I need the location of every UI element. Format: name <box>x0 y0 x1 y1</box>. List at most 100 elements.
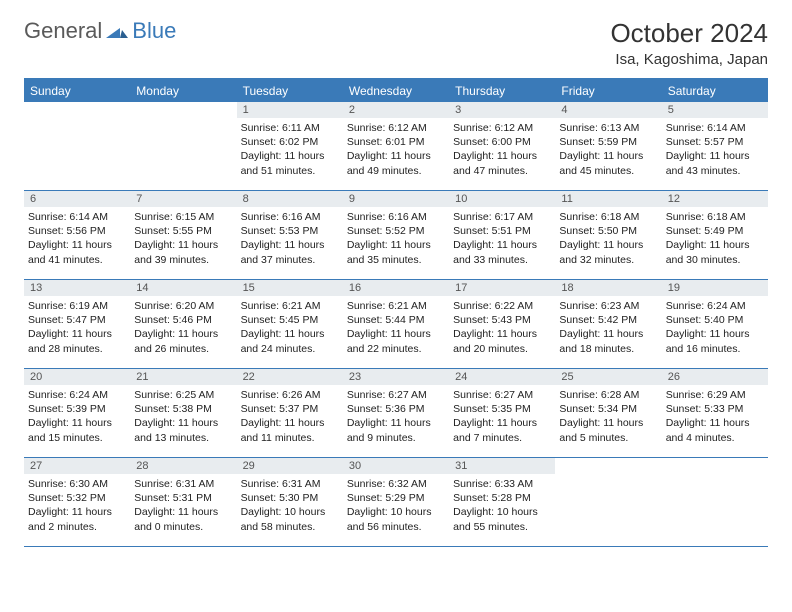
daylight-line: and 13 minutes. <box>134 431 232 445</box>
daylight-line: and 11 minutes. <box>241 431 339 445</box>
day-number: 25 <box>555 369 661 385</box>
daylight-line: Daylight: 11 hours <box>28 505 126 519</box>
daylight-line: Daylight: 11 hours <box>453 416 551 430</box>
sunrise-line: Sunrise: 6:16 AM <box>347 210 445 224</box>
logo-mark-icon <box>106 18 128 44</box>
sunrise-line: Sunrise: 6:31 AM <box>134 477 232 491</box>
brand-logo: General Blue <box>24 18 176 44</box>
sunset-line: Sunset: 6:01 PM <box>347 135 445 149</box>
sunset-line: Sunset: 5:29 PM <box>347 491 445 505</box>
sunrise-line: Sunrise: 6:12 AM <box>453 121 551 135</box>
sunset-line: Sunset: 5:38 PM <box>134 402 232 416</box>
daylight-line: Daylight: 11 hours <box>559 416 657 430</box>
calendar-cell: 11Sunrise: 6:18 AMSunset: 5:50 PMDayligh… <box>555 191 661 279</box>
daylight-line: Daylight: 11 hours <box>241 238 339 252</box>
calendar-cell: 6 Sunrise: 6:14 AMSunset: 5:56 PMDaylight… <box>24 191 130 279</box>
calendar-cell-empty <box>662 458 768 546</box>
daylight-line: Daylight: 11 hours <box>559 238 657 252</box>
day-header: Thursday <box>449 80 555 102</box>
day-header: Wednesday <box>343 80 449 102</box>
day-number: 23 <box>343 369 449 385</box>
day-number: 9 <box>343 191 449 207</box>
day-number: 15 <box>237 280 343 296</box>
daylight-line: Daylight: 11 hours <box>666 149 764 163</box>
daylight-line: and 0 minutes. <box>134 520 232 534</box>
daylight-line: and 18 minutes. <box>559 342 657 356</box>
sunrise-line: Sunrise: 6:23 AM <box>559 299 657 313</box>
sunset-line: Sunset: 5:28 PM <box>453 491 551 505</box>
calendar-cell: 4Sunrise: 6:13 AMSunset: 5:59 PMDaylight… <box>555 102 661 190</box>
sunset-line: Sunset: 5:31 PM <box>134 491 232 505</box>
page-header: General Blue October 2024 Isa, Kagoshima… <box>24 18 768 68</box>
daylight-line: Daylight: 11 hours <box>666 327 764 341</box>
day-number: 28 <box>130 458 236 474</box>
sunset-line: Sunset: 5:40 PM <box>666 313 764 327</box>
sunrise-line: Sunrise: 6:13 AM <box>559 121 657 135</box>
sunrise-line: Sunrise: 6:30 AM <box>28 477 126 491</box>
daylight-line: and 33 minutes. <box>453 253 551 267</box>
day-header: Friday <box>555 80 661 102</box>
calendar-cell: 17Sunrise: 6:22 AMSunset: 5:43 PMDayligh… <box>449 280 555 368</box>
calendar-cell: 19Sunrise: 6:24 AMSunset: 5:40 PMDayligh… <box>662 280 768 368</box>
calendar-cell: 26Sunrise: 6:29 AMSunset: 5:33 PMDayligh… <box>662 369 768 457</box>
daylight-line: Daylight: 11 hours <box>134 238 232 252</box>
daylight-line: and 22 minutes. <box>347 342 445 356</box>
sunset-line: Sunset: 5:50 PM <box>559 224 657 238</box>
sunrise-line: Sunrise: 6:18 AM <box>666 210 764 224</box>
sunset-line: Sunset: 5:52 PM <box>347 224 445 238</box>
daylight-line: Daylight: 11 hours <box>28 238 126 252</box>
daylight-line: Daylight: 11 hours <box>347 416 445 430</box>
sunset-line: Sunset: 5:42 PM <box>559 313 657 327</box>
daylight-line: and 47 minutes. <box>453 164 551 178</box>
sunrise-line: Sunrise: 6:14 AM <box>666 121 764 135</box>
day-number: 2 <box>343 102 449 118</box>
day-number: 18 <box>555 280 661 296</box>
sunset-line: Sunset: 5:57 PM <box>666 135 764 149</box>
daylight-line: Daylight: 11 hours <box>241 149 339 163</box>
sunset-line: Sunset: 6:02 PM <box>241 135 339 149</box>
sunrise-line: Sunrise: 6:27 AM <box>347 388 445 402</box>
sunset-line: Sunset: 5:55 PM <box>134 224 232 238</box>
sunrise-line: Sunrise: 6:22 AM <box>453 299 551 313</box>
calendar-cell: 27Sunrise: 6:30 AMSunset: 5:32 PMDayligh… <box>24 458 130 546</box>
calendar-cell: 15Sunrise: 6:21 AMSunset: 5:45 PMDayligh… <box>237 280 343 368</box>
daylight-line: and 26 minutes. <box>134 342 232 356</box>
sunset-line: Sunset: 5:56 PM <box>28 224 126 238</box>
calendar-week: 6Sunrise: 6:14 AMSunset: 5:56 PMDaylight… <box>24 191 768 280</box>
day-number: 6 <box>24 191 130 207</box>
month-title: October 2024 <box>610 18 768 49</box>
day-headers-row: SundayMondayTuesdayWednesdayThursdayFrid… <box>24 80 768 102</box>
daylight-line: Daylight: 11 hours <box>28 416 126 430</box>
calendar-cell: 24Sunrise: 6:27 AMSunset: 5:35 PMDayligh… <box>449 369 555 457</box>
day-number: 8 <box>237 191 343 207</box>
day-number: 13 <box>24 280 130 296</box>
day-number: 26 <box>662 369 768 385</box>
sunrise-line: Sunrise: 6:14 AM <box>28 210 126 224</box>
calendar-cell: 22Sunrise: 6:26 AMSunset: 5:37 PMDayligh… <box>237 369 343 457</box>
sunset-line: Sunset: 5:36 PM <box>347 402 445 416</box>
sunrise-line: Sunrise: 6:11 AM <box>241 121 339 135</box>
sunrise-line: Sunrise: 6:18 AM <box>559 210 657 224</box>
calendar-cell: 31Sunrise: 6:33 AMSunset: 5:28 PMDayligh… <box>449 458 555 546</box>
sunrise-line: Sunrise: 6:17 AM <box>453 210 551 224</box>
calendar-cell: 20Sunrise: 6:24 AMSunset: 5:39 PMDayligh… <box>24 369 130 457</box>
calendar-cell: 14Sunrise: 6:20 AMSunset: 5:46 PMDayligh… <box>130 280 236 368</box>
sunrise-line: Sunrise: 6:20 AM <box>134 299 232 313</box>
calendar-week: 13Sunrise: 6:19 AMSunset: 5:47 PMDayligh… <box>24 280 768 369</box>
calendar-week: 20Sunrise: 6:24 AMSunset: 5:39 PMDayligh… <box>24 369 768 458</box>
sunset-line: Sunset: 5:35 PM <box>453 402 551 416</box>
sunrise-line: Sunrise: 6:29 AM <box>666 388 764 402</box>
day-number: 4 <box>555 102 661 118</box>
sunset-line: Sunset: 5:47 PM <box>28 313 126 327</box>
day-number: 21 <box>130 369 236 385</box>
sunset-line: Sunset: 5:32 PM <box>28 491 126 505</box>
calendar-cell: 23 Sunrise: 6:27 AMSunset: 5:36 PMDayligh… <box>343 369 449 457</box>
day-number: 12 <box>662 191 768 207</box>
sunrise-line: Sunrise: 6:21 AM <box>241 299 339 313</box>
calendar-cell: 5Sunrise: 6:14 AMSunset: 5:57 PMDaylight… <box>662 102 768 190</box>
day-number: 19 <box>662 280 768 296</box>
daylight-line: and 43 minutes. <box>666 164 764 178</box>
calendar-cell-empty <box>555 458 661 546</box>
day-number: 31 <box>449 458 555 474</box>
daylight-line: Daylight: 11 hours <box>28 327 126 341</box>
